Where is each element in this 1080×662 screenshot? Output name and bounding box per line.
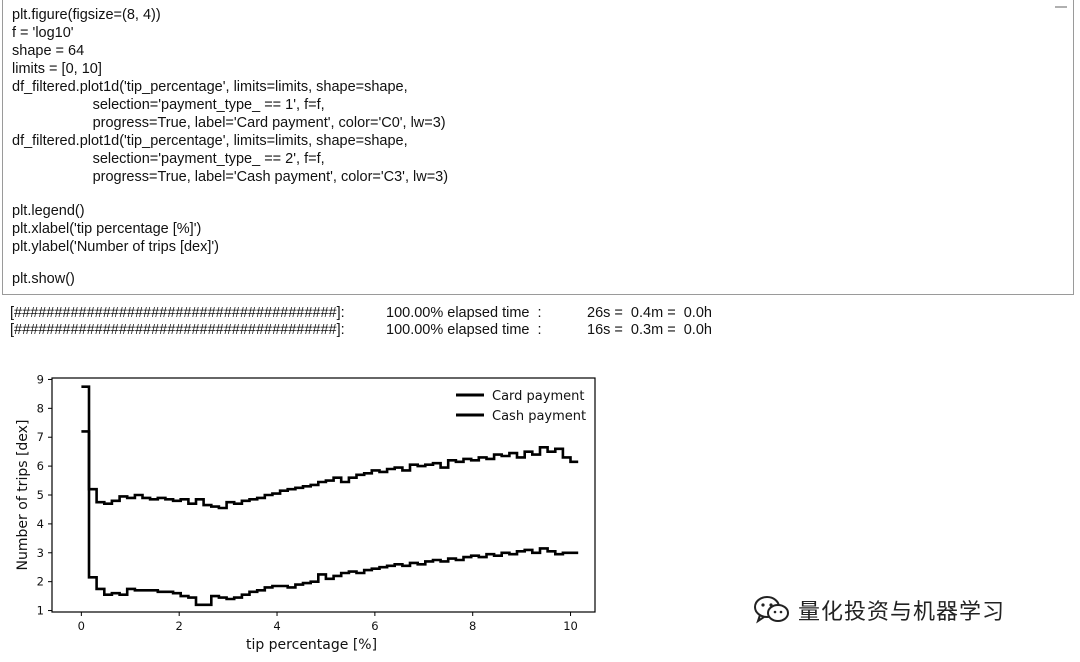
elapsed-time-text: 26s = 0.4m = 0.0h <box>587 304 712 322</box>
x-tick-label: 2 <box>176 619 183 633</box>
code-line: plt.figure(figsize=(8, 4)) <box>12 6 161 24</box>
code-cell[interactable]: plt.figure(figsize=(8, 4)) f = 'log10' s… <box>2 0 1074 295</box>
legend-label-card: Card payment <box>492 389 584 404</box>
progress-bar-text: [#######################################… <box>10 304 345 322</box>
x-axis-label: tip percentage [%] <box>246 637 377 653</box>
y-tick-label: 3 <box>37 546 44 560</box>
watermark: 量化投资与机器学习 <box>752 592 1005 628</box>
code-line: selection='payment_type_ == 1', f=f, <box>12 96 325 114</box>
elapsed-time-text: 16s = 0.3m = 0.0h <box>587 321 712 339</box>
code-line: progress=True, label='Cash payment', col… <box>12 168 448 186</box>
x-tick-label: 10 <box>563 619 578 633</box>
y-tick-label: 2 <box>37 575 44 589</box>
wechat-icon <box>752 594 792 626</box>
code-line: df_filtered.plot1d('tip_percentage', lim… <box>12 132 408 150</box>
y-tick-label: 9 <box>37 372 44 386</box>
step-histogram-chart: Number of trips [dex] tip percentage [%]… <box>0 360 620 657</box>
code-line: df_filtered.plot1d('tip_percentage', lim… <box>12 78 408 96</box>
watermark-text: 量化投资与机器学习 <box>798 594 1005 626</box>
x-tick-label: 8 <box>469 619 476 633</box>
x-tick-label: 6 <box>371 619 378 633</box>
code-line: selection='payment_type_ == 2', f=f, <box>12 150 325 168</box>
code-line: plt.show() <box>12 270 75 288</box>
y-tick-label: 4 <box>37 517 44 531</box>
progress-output-line: [#######################################… <box>10 321 730 339</box>
code-line: f = 'log10' <box>12 24 74 42</box>
plot-output: Number of trips [dex] tip percentage [%]… <box>0 360 620 657</box>
x-tick-label: 0 <box>78 619 85 633</box>
legend-label-cash: Cash payment <box>492 409 586 424</box>
code-line: plt.legend() <box>12 202 85 220</box>
y-axis-label: Number of trips [dex] <box>15 420 31 571</box>
y-tick-label: 8 <box>37 401 44 415</box>
y-tick-label: 5 <box>37 488 44 502</box>
y-tick-label: 7 <box>37 430 44 444</box>
progress-output-line: [#######################################… <box>10 304 730 322</box>
progress-percent-text: 100.00% elapsed time : <box>386 321 542 339</box>
series-line-card <box>81 387 578 508</box>
progress-bar-text: [#######################################… <box>10 321 345 339</box>
progress-percent-text: 100.00% elapsed time : <box>386 304 542 322</box>
code-line: limits = [0, 10] <box>12 60 102 78</box>
code-line: progress=True, label='Card payment', col… <box>12 114 446 132</box>
legend: Card payment Cash payment <box>456 389 586 424</box>
x-tick-label: 4 <box>273 619 280 633</box>
code-line: shape = 64 <box>12 42 84 60</box>
code-line: plt.xlabel('tip percentage [%]') <box>12 220 201 238</box>
y-tick-label: 1 <box>37 604 44 618</box>
scrollbar[interactable] <box>1055 0 1067 8</box>
code-line: plt.ylabel('Number of trips [dex]') <box>12 238 219 256</box>
y-tick-label: 6 <box>37 459 44 473</box>
series-line-cash <box>81 431 578 604</box>
